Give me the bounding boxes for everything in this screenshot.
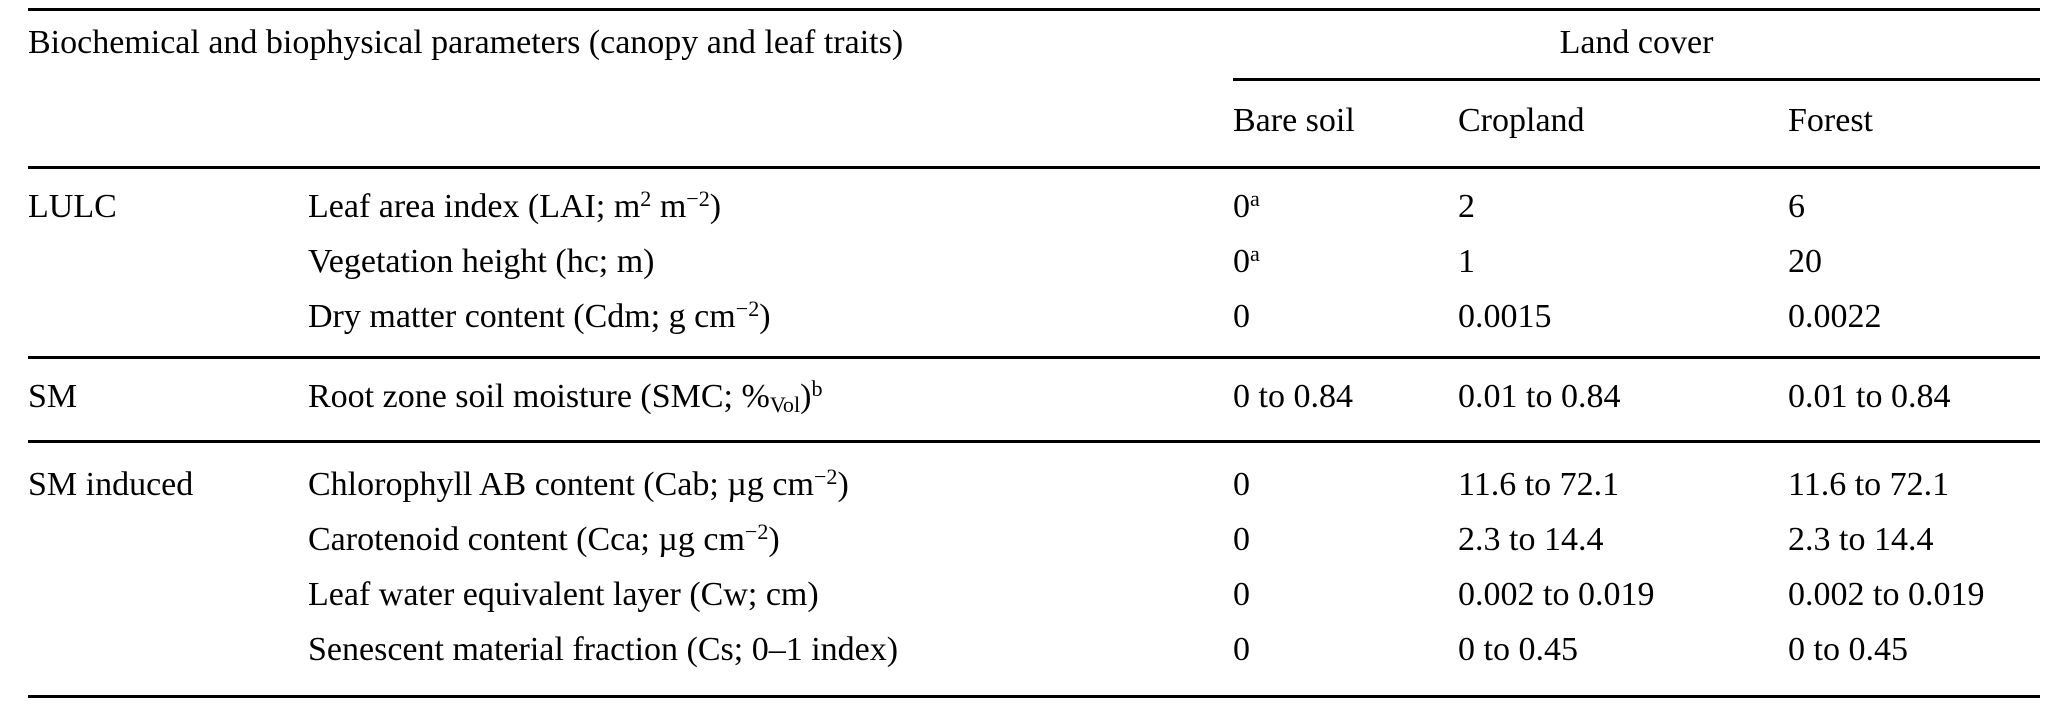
value-bare-soil: 0: [1233, 576, 1250, 613]
value-bare-soil: 0: [1233, 622, 1458, 698]
parameters-title: Biochemical and biophysical parameters (…: [28, 8, 1233, 80]
table-row-chlorophyll-ab-content: SM induced Chlorophyll AB content (Cab; …: [28, 441, 2040, 698]
value-cropland: 0.002 to 0.019: [1458, 576, 1655, 613]
value-bare-soil: 0: [1233, 466, 1250, 503]
table-row-leaf-area-index: LULC Leaf area index (LAI; m2 m−2) 0a 2 …: [28, 167, 2040, 359]
value-forest: 11.6 to 72.1: [1788, 466, 1950, 503]
header-row-columns: Bare soil Cropland Forest: [28, 79, 2040, 169]
table-row-dry-matter-content: Dry matter content (Cdm; g cm−2) 0 0.001…: [28, 289, 2040, 359]
table-row-vegetation-height: Vegetation height (hc; m) 0a 1 20: [28, 234, 2040, 289]
value-forest: 0.002 to 0.019: [1788, 576, 1985, 613]
value-bare-soil: 0a: [1233, 240, 1260, 280]
value-cropland: 0.01 to 0.84: [1458, 357, 1788, 443]
value-bare-soil: 0a: [1233, 185, 1260, 225]
value-cropland: 11.6 to 72.1: [1458, 466, 1620, 503]
table-row-root-zone-soil-moisture: SM Root zone soil moisture (SMC; %Vol)b …: [28, 357, 2040, 443]
parameter-name: Chlorophyll AB content (Cab; µg cm−2): [308, 463, 849, 503]
value-cropland: 0 to 0.45: [1458, 622, 1788, 698]
value-forest: 20: [1788, 243, 1822, 280]
column-header-bare-soil: Bare soil: [1233, 79, 1458, 169]
value-cropland: 0.0015: [1458, 289, 1788, 359]
table-row-carotenoid-content: Carotenoid content (Cca; µg cm−2) 0 2.3 …: [28, 512, 2040, 567]
value-forest: 0 to 0.45: [1788, 622, 2040, 698]
table-row-senescent-material-fraction: Senescent material fraction (Cs; 0–1 ind…: [28, 622, 2040, 698]
value-forest: 0.01 to 0.84: [1788, 357, 2040, 443]
group-label-sm-induced: SM induced: [28, 441, 308, 698]
group-sm-induced: SM induced Chlorophyll AB content (Cab; …: [28, 441, 2040, 698]
group-lulc: LULC Leaf area index (LAI; m2 m−2) 0a 2 …: [28, 167, 2040, 359]
value-cropland: 1: [1458, 243, 1475, 280]
column-header-cropland: Cropland: [1458, 79, 1788, 169]
value-bare-soil: 0: [1233, 289, 1458, 359]
table-row-leaf-water-equivalent-layer: Leaf water equivalent layer (Cw; cm) 0 0…: [28, 567, 2040, 622]
column-header-forest: Forest: [1788, 79, 2040, 169]
parameters-table: Biochemical and biophysical parameters (…: [28, 8, 2040, 698]
parameter-name: Leaf area index (LAI; m2 m−2): [308, 185, 722, 225]
value-bare-soil: 0 to 0.84: [1233, 357, 1458, 443]
header-row-top: Biochemical and biophysical parameters (…: [28, 8, 2040, 81]
value-forest: 6: [1788, 188, 1805, 225]
group-label-sm: SM: [28, 357, 308, 443]
value-bare-soil: 0: [1233, 521, 1250, 558]
group-label-lulc: LULC: [28, 167, 308, 359]
parameter-name: Vegetation height (hc; m): [308, 243, 655, 280]
parameter-name: Leaf water equivalent layer (Cw; cm): [308, 576, 819, 613]
land-cover-title: Land cover: [1233, 8, 2040, 81]
value-forest: 2.3 to 14.4: [1788, 521, 1934, 558]
group-sm: SM Root zone soil moisture (SMC; %Vol)b …: [28, 357, 2040, 443]
value-cropland: 2: [1458, 188, 1475, 225]
value-cropland: 2.3 to 14.4: [1458, 521, 1604, 558]
header-spacer: [28, 79, 1233, 169]
value-forest: 0.0022: [1788, 289, 2040, 359]
table-header: Biochemical and biophysical parameters (…: [28, 8, 2040, 169]
parameter-name: Dry matter content (Cdm; g cm−2): [308, 289, 1233, 359]
parameter-name: Root zone soil moisture (SMC; %Vol)b: [308, 357, 1233, 443]
parameter-name: Carotenoid content (Cca; µg cm−2): [308, 518, 780, 558]
parameter-name: Senescent material fraction (Cs; 0–1 ind…: [308, 622, 1233, 698]
